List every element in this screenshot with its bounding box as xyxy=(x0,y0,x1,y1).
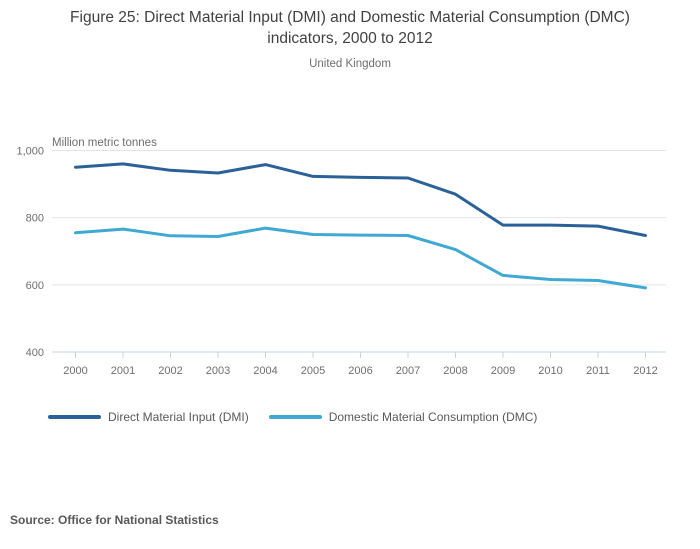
x-axis-tick-label: 2005 xyxy=(301,365,325,377)
chart-legend: Direct Material Input (DMI) Domestic Mat… xyxy=(48,409,537,425)
x-axis-tick-label: 2011 xyxy=(586,365,610,377)
x-axis-tick-label: 2009 xyxy=(491,365,515,377)
legend-label-dmc: Domestic Material Consumption (DMC) xyxy=(328,410,538,424)
x-axis-tick-label: 2012 xyxy=(633,365,657,377)
line-chart-plot-area: 1,000 800 600 400 Million metric tonnes 2000 2… xyxy=(16,137,666,377)
legend-item-dmc: Domestic Material Consumption (DMC) xyxy=(268,410,538,424)
y-axis-tick-label: 800 xyxy=(26,213,44,225)
y-axis-tick-label: 600 xyxy=(26,280,44,292)
x-axis-tick-label: 2001 xyxy=(111,365,135,377)
x-axis-tick-label: 2002 xyxy=(158,365,182,377)
source-note: Source: Office for National Statistics xyxy=(10,513,219,527)
x-axis-tick-label: 2007 xyxy=(396,365,420,377)
x-axis-tick-label: 2000 xyxy=(63,365,87,377)
x-axis-tick-label: 2006 xyxy=(348,365,372,377)
dmi-line-swatch-icon xyxy=(48,415,101,419)
y-axis-tick-label: 1,000 xyxy=(16,146,44,158)
x-axis-tick-label: 2008 xyxy=(443,365,467,377)
figure-title: Figure 25: Direct Material Input (DMI) a… xyxy=(70,9,630,47)
legend-label-dmi: Direct Material Input (DMI) xyxy=(108,410,249,424)
dmc-line-swatch-icon xyxy=(268,415,322,419)
dmc-data-line xyxy=(74,226,647,290)
y-axis-unit-label: Million metric tonnes xyxy=(52,137,157,149)
dmi-data-line xyxy=(74,162,647,237)
x-axis-tick-label: 2004 xyxy=(253,365,277,377)
x-axis-tick-label: 2003 xyxy=(206,365,230,377)
figure-subtitle: United Kingdom xyxy=(309,58,391,70)
x-axis-tick-label: 2010 xyxy=(538,365,562,377)
legend-item-dmi: Direct Material Input (DMI) xyxy=(48,410,249,424)
y-axis-tick-label: 400 xyxy=(26,347,44,359)
